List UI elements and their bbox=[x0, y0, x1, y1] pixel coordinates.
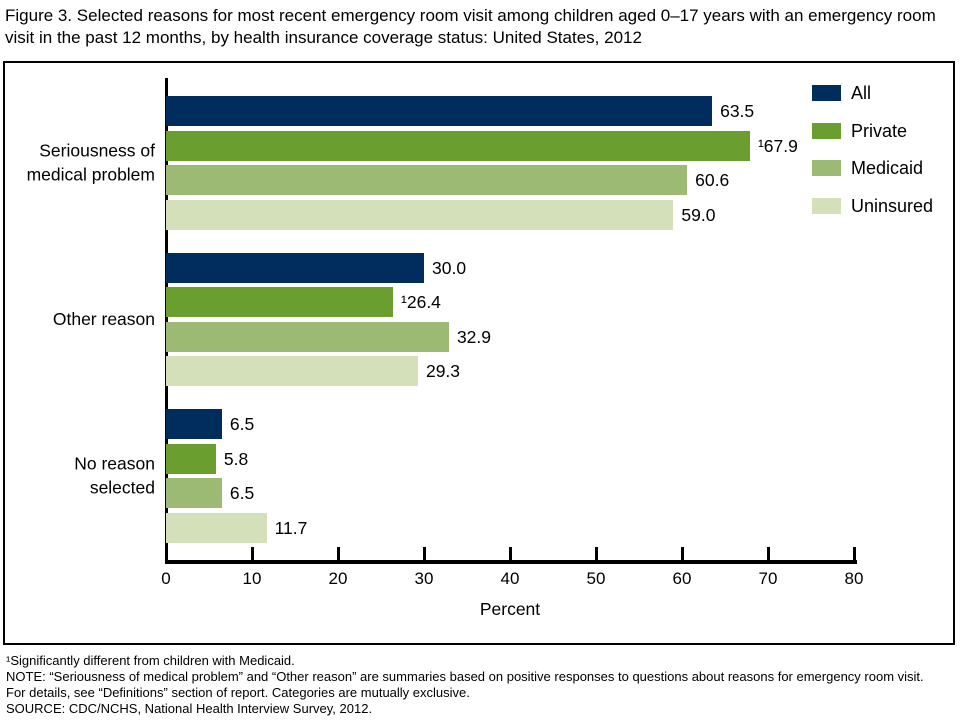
bar-value-label: 32.9 bbox=[456, 326, 491, 347]
legend-label-all: All bbox=[851, 83, 872, 103]
footnote-line-3: For details, see “Definitions” section o… bbox=[6, 685, 470, 700]
bar-value-label: 59.0 bbox=[681, 204, 716, 225]
x-axis-tick-40 bbox=[508, 547, 512, 560]
x-axis-tick-label-50: 50 bbox=[586, 569, 606, 588]
x-axis-tick-70 bbox=[766, 547, 770, 560]
legend-label-uninsured: Uninsured bbox=[851, 196, 934, 217]
x-axis-tick-80 bbox=[852, 547, 856, 560]
bar-all-no-reason bbox=[166, 409, 222, 439]
bar-value-label: ¹26.4 bbox=[401, 292, 441, 312]
legend-swatch-all bbox=[812, 85, 841, 101]
x-axis-tick-0 bbox=[164, 547, 168, 560]
x-axis-tick-10 bbox=[250, 547, 254, 560]
x-axis-tick-30 bbox=[422, 547, 426, 560]
x-axis-tick-label-70: 70 bbox=[758, 569, 778, 588]
legend-label-medicaid: Medicaid bbox=[851, 158, 924, 179]
x-axis-tick-label-60: 60 bbox=[672, 569, 692, 588]
x-axis-tick-20 bbox=[336, 547, 340, 560]
bar-uninsured-other-reason bbox=[166, 356, 418, 386]
bar-uninsured-no-reason bbox=[166, 512, 267, 543]
footnotes: ¹Significantly different from children w… bbox=[6, 653, 954, 717]
bar-medicaid-other-reason bbox=[166, 321, 449, 352]
footnote-line-1: ¹Significantly different from children w… bbox=[6, 653, 295, 668]
footnote-line-2: NOTE: “Seriousness of medical problem” a… bbox=[6, 669, 924, 684]
x-axis-tick-label-40: 40 bbox=[500, 569, 520, 588]
y-axis-line bbox=[165, 78, 168, 564]
bar-medicaid-no-reason bbox=[166, 478, 222, 508]
category-label-no-reason: No reason selected bbox=[74, 453, 155, 498]
footnote-line-4: SOURCE: CDC/NCHS, National Health Interv… bbox=[6, 701, 373, 716]
bar-value-label: 6.5 bbox=[229, 483, 255, 503]
bar-all-seriousness-of bbox=[166, 96, 713, 126]
x-axis-line bbox=[165, 560, 857, 564]
x-axis-tick-60 bbox=[680, 547, 684, 560]
x-axis-tick-label-30: 30 bbox=[414, 569, 434, 588]
bar-value-label: 60.6 bbox=[695, 170, 730, 190]
x-axis-tick-label-20: 20 bbox=[328, 569, 348, 588]
x-axis-tick-50 bbox=[594, 547, 598, 560]
bar-value-label: ¹67.9 bbox=[757, 135, 798, 156]
bar-value-label: 30.0 bbox=[432, 257, 467, 278]
legend-label-private: Private bbox=[851, 120, 908, 141]
x-axis-title: Percent bbox=[479, 599, 541, 619]
bar-all-other-reason bbox=[166, 252, 424, 283]
figure-title: Figure 3. Selected reasons for most rece… bbox=[5, 6, 936, 48]
category-label-seriousness-of: Seriousness of medical problem bbox=[26, 140, 155, 185]
x-axis-tick-label-10: 10 bbox=[242, 569, 262, 588]
bar-private-seriousness-of bbox=[166, 130, 750, 161]
bar-value-label: 11.7 bbox=[274, 517, 308, 538]
bar-private-other-reason bbox=[166, 287, 394, 317]
x-axis-tick-label-80: 80 bbox=[844, 569, 864, 588]
bar-value-label: 29.3 bbox=[425, 361, 461, 381]
bar-private-no-reason bbox=[166, 443, 216, 474]
x-axis-tick-label-0: 0 bbox=[161, 569, 171, 588]
category-label-other-reason: Other reason bbox=[52, 309, 155, 329]
bar-medicaid-seriousness-of bbox=[166, 165, 688, 195]
legend-swatch-uninsured bbox=[812, 198, 841, 215]
bar-uninsured-seriousness-of bbox=[166, 199, 674, 230]
bar-value-label: 5.8 bbox=[223, 448, 249, 469]
bar-value-label: 63.5 bbox=[720, 101, 755, 121]
legend-swatch-medicaid bbox=[812, 160, 841, 177]
bar-value-label: 6.5 bbox=[229, 414, 255, 434]
chart-area: Seriousness of medical problem 63.5 ¹67.9 6… bbox=[3, 61, 955, 645]
legend-swatch-private bbox=[812, 122, 841, 139]
